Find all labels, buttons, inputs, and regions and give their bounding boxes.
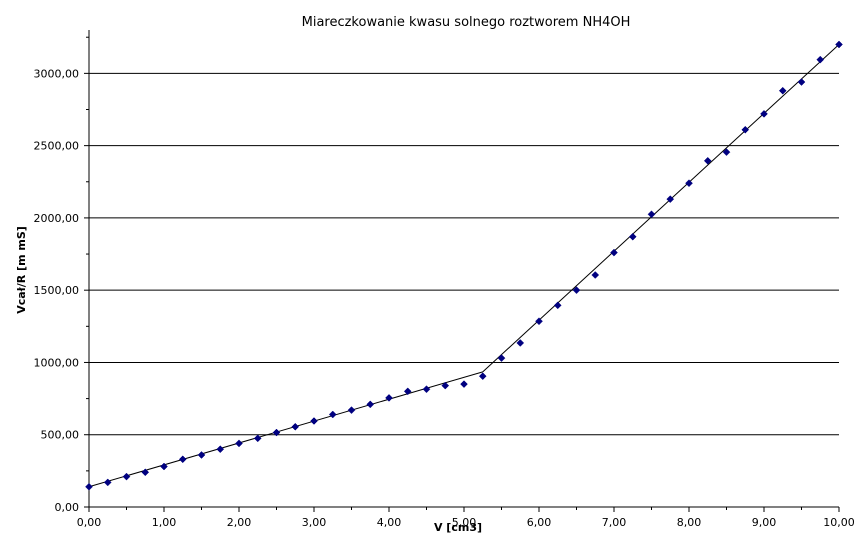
data-point	[347, 406, 356, 415]
data-point	[403, 387, 412, 396]
trendline	[482, 44, 840, 373]
data-point	[272, 428, 281, 437]
data-point	[85, 482, 93, 491]
chart-title: Miareczkowanie kwasu solnego roztworem N…	[302, 15, 631, 30]
data-point	[516, 339, 525, 347]
x-tick-label: 4,00	[377, 516, 402, 529]
trendlines	[88, 44, 840, 488]
data-point	[685, 179, 693, 188]
data-point	[778, 86, 787, 95]
data-point	[553, 301, 562, 310]
x-tick-label: 8,00	[677, 516, 702, 529]
x-tick-label: 5,00	[452, 516, 477, 529]
y-tick-label: 2500,00	[34, 140, 80, 153]
grid-lines	[89, 72, 839, 436]
data-point	[478, 372, 487, 381]
data-point	[666, 195, 675, 203]
data-point	[328, 410, 337, 419]
data-point	[141, 468, 150, 477]
x-tick-label: 0,00	[77, 516, 102, 529]
data-point	[760, 109, 768, 118]
data-point	[160, 462, 168, 471]
y-tick-label: 1500,00	[34, 284, 80, 297]
data-point	[103, 478, 112, 487]
data-point	[835, 40, 843, 49]
y-tick-label: 1000,00	[34, 356, 80, 369]
data-point	[291, 422, 300, 431]
data-point	[310, 417, 318, 425]
y-tick-label: 500,00	[41, 429, 80, 442]
x-tick-label: 10,00	[823, 516, 855, 529]
data-point	[385, 394, 393, 402]
tick-labels: 0,00 500,00 1000,00 1500,00 2000,00 2500,00 30…	[34, 67, 855, 529]
data-point	[591, 271, 600, 279]
x-tick-label: 3,00	[302, 516, 327, 529]
data-point	[535, 317, 543, 326]
data-point	[816, 55, 825, 64]
data-point	[122, 472, 131, 481]
data-point	[366, 400, 375, 409]
data-point	[797, 78, 806, 86]
data-point	[703, 156, 712, 165]
y-tick-label: 0,00	[55, 501, 80, 514]
x-axis-label: V [cm3]	[434, 521, 482, 534]
data-point	[441, 381, 450, 390]
data-point	[253, 434, 262, 443]
data-point	[460, 380, 468, 388]
trendline	[88, 371, 483, 488]
x-tick-label: 1,00	[152, 516, 177, 529]
data-point	[197, 451, 206, 459]
data-point	[610, 248, 618, 257]
data-point	[422, 385, 431, 394]
data-point	[216, 445, 225, 454]
y-axis-label: Vcał/R [m mS]	[15, 226, 28, 314]
data-point	[178, 455, 187, 464]
data-point	[722, 148, 731, 156]
data-point	[741, 125, 750, 134]
data-point	[572, 286, 581, 295]
axes	[84, 30, 840, 512]
y-tick-label: 2000,00	[34, 212, 80, 225]
data-point	[628, 232, 637, 241]
y-tick-label: 3000,00	[34, 67, 80, 80]
x-tick-label: 2,00	[227, 516, 252, 529]
data-points	[85, 40, 843, 491]
data-point	[497, 354, 506, 362]
x-tick-label: 7,00	[602, 516, 627, 529]
data-point	[647, 210, 656, 219]
data-point	[235, 439, 243, 448]
x-tick-label: 6,00	[527, 516, 552, 529]
x-tick-label: 9,00	[752, 516, 777, 529]
